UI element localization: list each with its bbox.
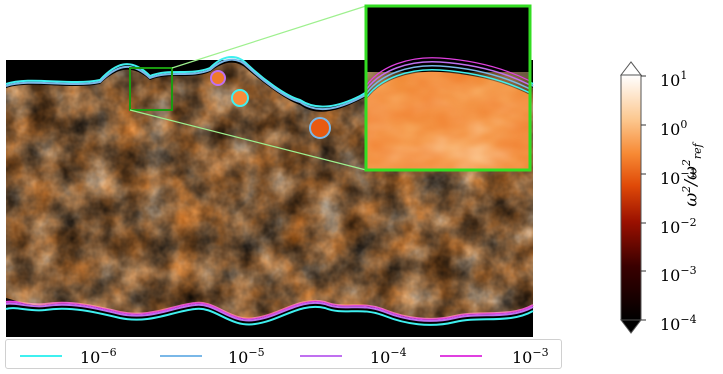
legend-swatch	[160, 355, 202, 357]
legend-label: 10−6	[80, 346, 117, 367]
legend-label: 10−4	[370, 346, 407, 367]
colorbar-tick-label: 10−4	[660, 313, 697, 334]
colorbar-tick-label: 100	[660, 118, 688, 139]
edge-eddies	[210, 70, 331, 139]
legend-swatch	[300, 355, 342, 357]
colorbar-tick-label: 101	[660, 69, 688, 90]
legend-label: 10−3	[512, 346, 549, 367]
legend	[5, 339, 562, 369]
zoom-region-box	[129, 67, 173, 111]
colorbar-tick-label: 10−2	[660, 216, 697, 237]
colorbar-tick-label: 10−1	[660, 167, 697, 188]
colorbar-label: ω2/ω2ref	[679, 143, 705, 207]
legend-label: 10−5	[228, 346, 265, 367]
colorbar	[619, 61, 646, 334]
legend-swatch	[440, 355, 482, 357]
legend-swatch	[20, 355, 62, 357]
zoom-inset	[364, 4, 532, 172]
colorbar-tick-label: 10−3	[660, 264, 697, 285]
